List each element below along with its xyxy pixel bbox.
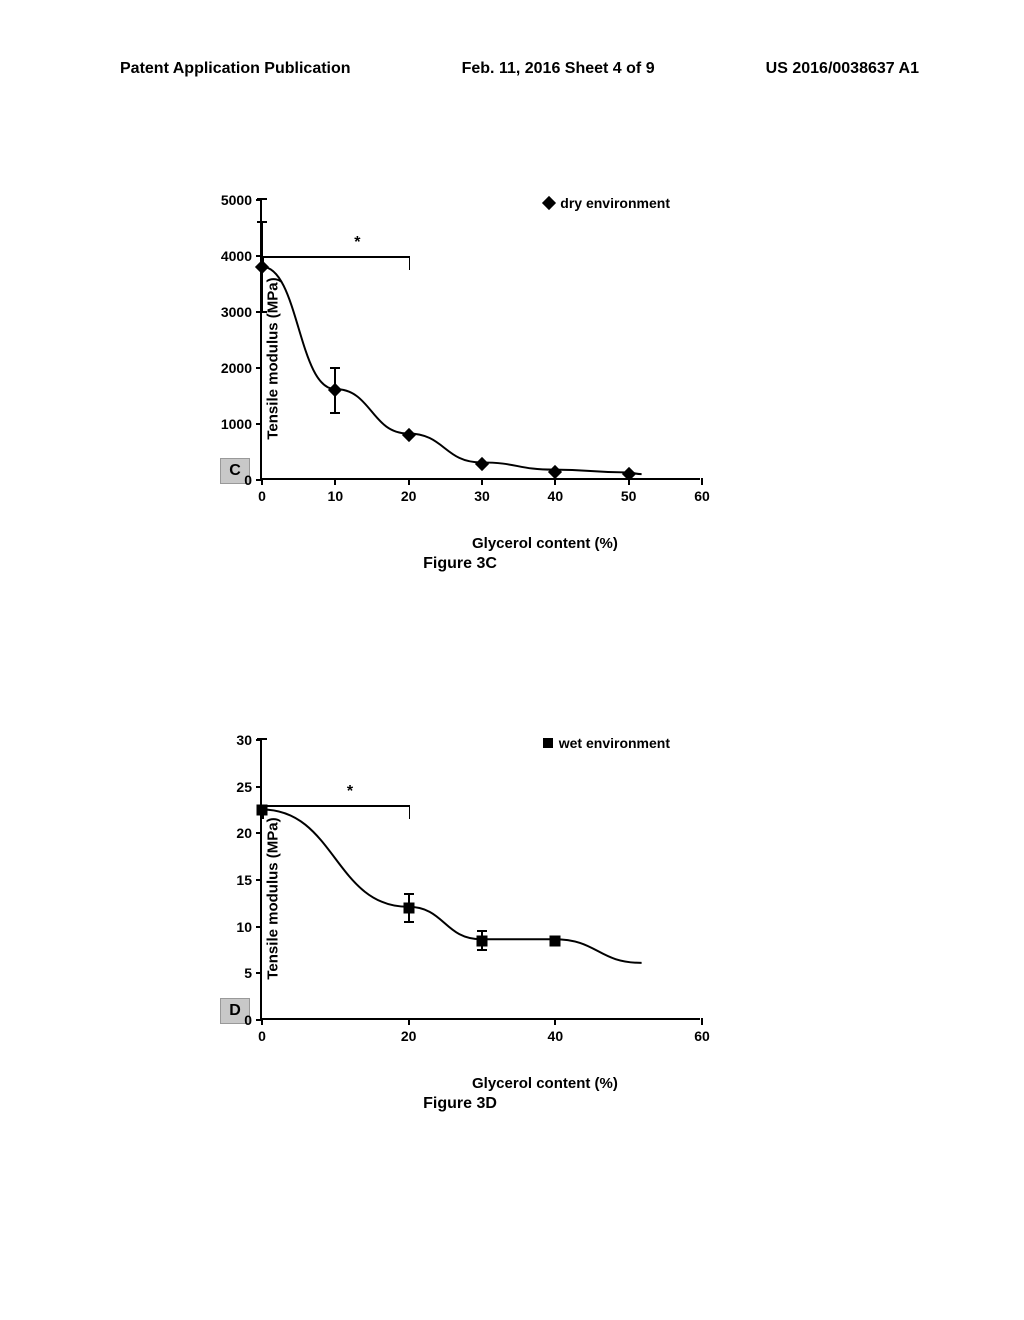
header-center: Feb. 11, 2016 Sheet 4 of 9 [462,60,655,78]
page-header: Patent Application Publication Feb. 11, … [0,60,1024,78]
data-point [402,428,416,442]
data-point [403,903,414,914]
x-tick-label: 20 [401,478,417,504]
x-tick-label: 20 [401,1018,417,1044]
y-tick-label: 1000 [221,416,262,432]
curve-c [262,200,700,478]
legend-text-d: wet environment [559,735,670,751]
significance-star: * [347,783,353,801]
curve-d [262,740,700,1018]
y-tick-label: 3000 [221,304,262,320]
y-tick-label: 2000 [221,360,262,376]
data-point [328,383,342,397]
y-tick-label: 10 [236,919,262,935]
x-axis-label-c: Glycerol content (%) [472,535,618,552]
legend-c: dry environment [544,195,670,211]
y-tick-label: 20 [236,825,262,841]
x-tick-label: 10 [328,478,344,504]
plot-area-d: Tensile modulus (MPa) Glycerol content (… [260,740,700,1020]
y-tick-label: 15 [236,872,262,888]
x-tick-label: 60 [694,1018,710,1044]
plot-area-c: Tensile modulus (MPa) Glycerol content (… [260,200,700,480]
y-tick-label: 25 [236,779,262,795]
x-tick-label: 40 [548,1018,564,1044]
x-axis-label-d: Glycerol content (%) [472,1075,618,1092]
square-icon [543,738,553,748]
y-axis-label-c: Tensile modulus (MPa) [265,277,282,439]
chart-c: C Tensile modulus (MPa) Glycerol content… [180,180,740,560]
figure-caption-d: Figure 3D [423,1095,497,1113]
x-tick-label: 40 [548,478,564,504]
chart-d: D Tensile modulus (MPa) Glycerol content… [180,720,740,1100]
diamond-icon [542,196,556,210]
figure-caption-c: Figure 3C [423,555,497,573]
y-tick-label: 5 [244,965,262,981]
x-tick-label: 60 [694,478,710,504]
data-point [550,935,561,946]
y-tick-label: 4000 [221,248,262,264]
x-tick-label: 50 [621,478,637,504]
y-tick-label: 30 [236,732,262,748]
data-point [477,935,488,946]
legend-text-c: dry environment [560,195,670,211]
header-right: US 2016/0038637 A1 [766,60,919,78]
significance-star: * [354,234,360,252]
x-tick-label: 0 [258,1018,266,1044]
header-left: Patent Application Publication [120,60,351,78]
data-point [548,465,562,479]
y-axis-label-d: Tensile modulus (MPa) [265,817,282,979]
x-tick-label: 30 [474,478,490,504]
y-tick-label: 5000 [221,192,262,208]
data-point [475,457,489,471]
x-tick-label: 0 [258,478,266,504]
legend-d: wet environment [543,735,670,751]
